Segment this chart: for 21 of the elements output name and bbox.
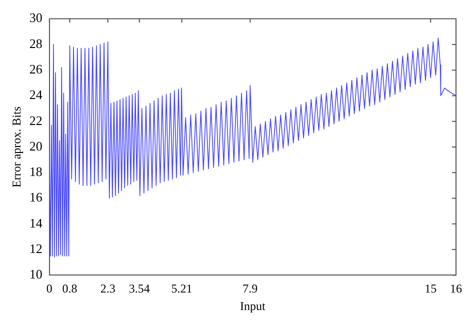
y-tick-label: 18 <box>29 164 42 180</box>
y-tick-label: 12 <box>29 240 42 256</box>
y-tick-label: 30 <box>29 10 42 26</box>
x-tick-label: 0 <box>46 282 52 296</box>
y-tick-label: 22 <box>29 112 42 128</box>
y-tick-label: 28 <box>29 36 42 51</box>
x-tick-label: 0.8 <box>62 282 78 296</box>
y-axis-title: Error aprox. Bits <box>9 106 24 188</box>
y-tick-label: 10 <box>29 266 42 282</box>
x-tick-label: 16 <box>450 282 462 296</box>
x-tick-label: 5.21 <box>171 282 192 296</box>
x-tick-label: 15 <box>424 282 437 296</box>
x-tick-label: 3.54 <box>128 282 150 296</box>
y-tick-label: 26 <box>29 62 43 76</box>
x-axis-title: Input <box>240 298 266 313</box>
x-tick-label: 2.3 <box>100 282 116 296</box>
y-tick-label: 20 <box>29 138 42 154</box>
y-tick-label: 16 <box>29 190 43 205</box>
y-tick-label: 14 <box>29 215 43 230</box>
y-tick-label: 24 <box>29 87 43 102</box>
x-tick-label: 7.9 <box>242 282 258 296</box>
